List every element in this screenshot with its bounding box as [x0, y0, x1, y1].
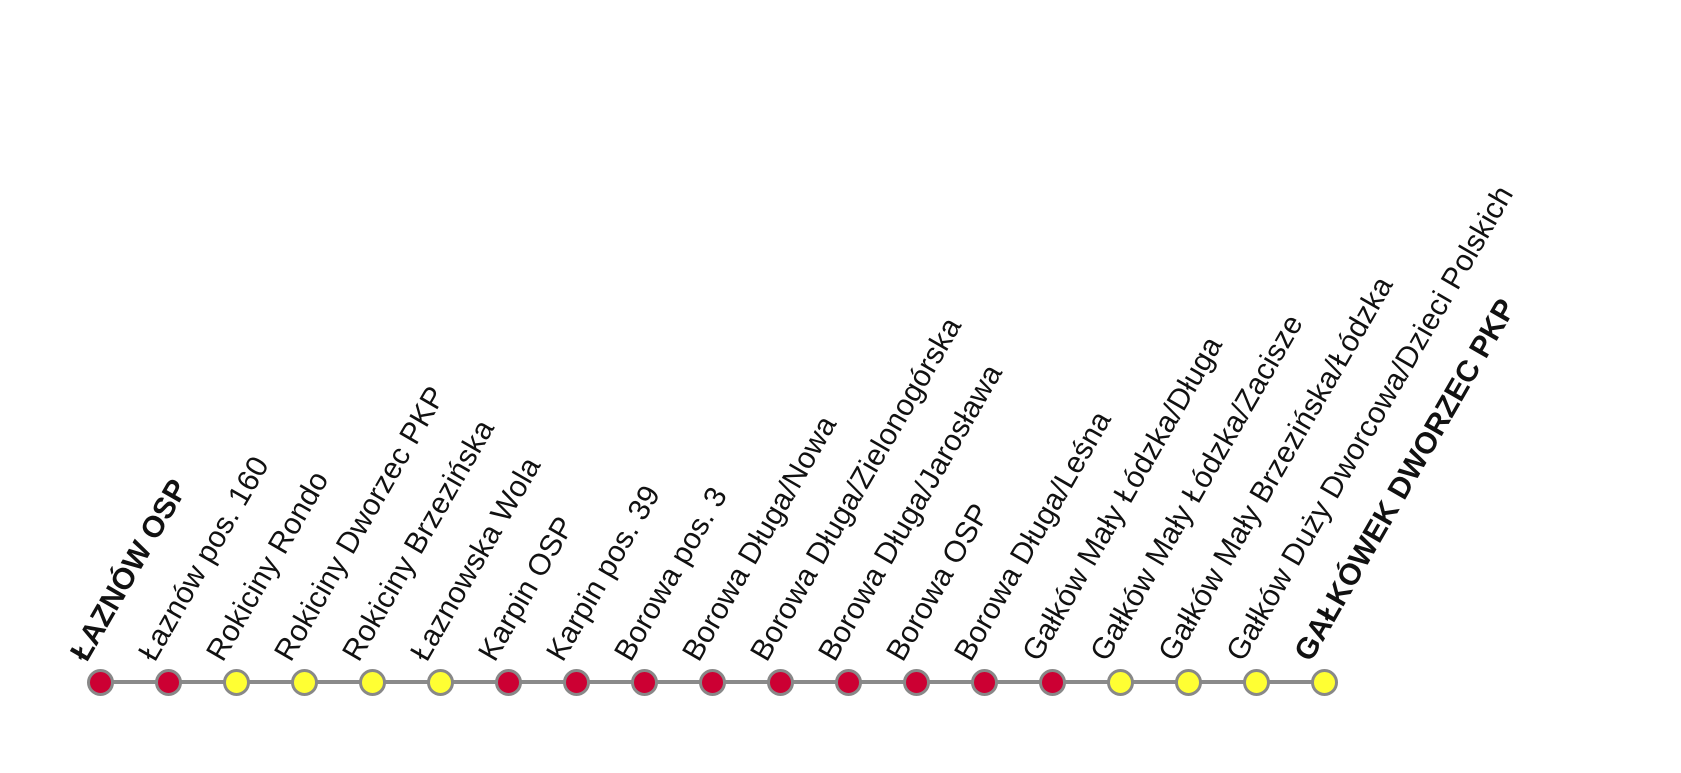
stop-marker-icon — [154, 668, 182, 696]
stop-marker-icon — [902, 668, 930, 696]
stop-marker-icon — [86, 668, 114, 696]
stop-marker-icon — [630, 668, 658, 696]
stop-marker-icon — [290, 668, 318, 696]
stop-marker-icon — [766, 668, 794, 696]
stop-marker-icon — [426, 668, 454, 696]
stop-marker-icon — [1310, 668, 1338, 696]
stop-marker-icon — [970, 668, 998, 696]
stop-marker-icon — [222, 668, 250, 696]
stop-marker-icon — [1038, 668, 1066, 696]
stop-marker-icon — [1106, 668, 1134, 696]
stop-marker-icon — [562, 668, 590, 696]
stop-label: Gałków Duży Dworcowa/Dzieci Polskich — [1220, 180, 1521, 667]
stop-marker-icon — [834, 668, 862, 696]
stop-marker-icon — [494, 668, 522, 696]
stop-marker-icon — [1242, 668, 1270, 696]
stop-marker-icon — [1174, 668, 1202, 696]
stop-marker-icon — [698, 668, 726, 696]
stop-marker-icon — [358, 668, 386, 696]
